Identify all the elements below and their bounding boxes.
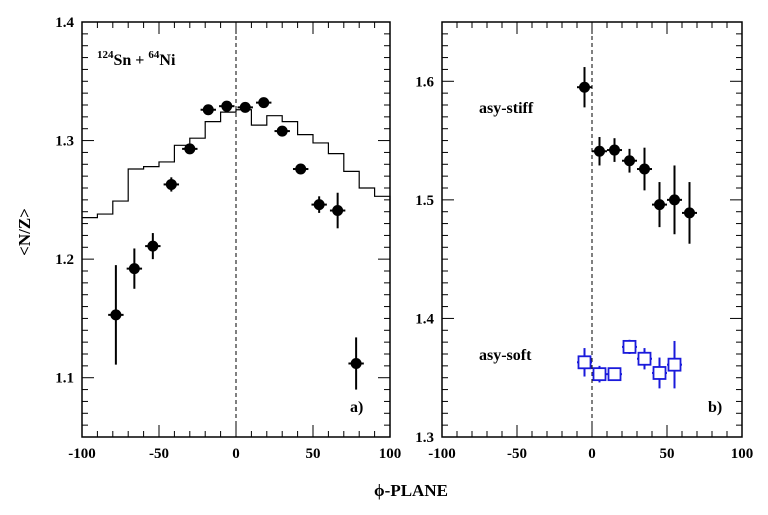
panel-a: -100 -50 0 50 100 1.1 1.2 1.3 1.4 (55, 15, 401, 462)
reaction-element-1: Sn (114, 52, 132, 69)
x-tick-label: 100 (379, 446, 402, 462)
y-tick-label: 1.1 (55, 371, 74, 387)
x-tick-label: 100 (731, 446, 754, 462)
data-point (258, 97, 270, 109)
y-tick-label: 1.3 (55, 134, 74, 150)
y-tick-label: 1.4 (55, 15, 74, 31)
data-point-square (622, 339, 637, 354)
reaction-mass-1: 124 (97, 49, 114, 61)
reaction-element-2: Ni (159, 52, 176, 69)
data-point-square (637, 351, 652, 366)
y-axis-label: <N/Z> (15, 208, 34, 256)
legend-asy-soft: asy-soft (479, 347, 532, 364)
reaction-label: 124Sn + 64Ni (97, 49, 176, 69)
data-point-square (652, 366, 667, 380)
data-point (579, 81, 590, 93)
data-point (654, 199, 665, 211)
panel-b: -100 -50 0 50 100 1.3 1.4 1.5 1.6 (415, 21, 754, 462)
data-point (609, 144, 620, 156)
data-point (165, 178, 177, 190)
data-point (221, 100, 233, 112)
data-point (669, 194, 680, 206)
data-point (147, 240, 159, 252)
x-tick-label: -50 (149, 446, 169, 462)
data-point-square (667, 357, 682, 372)
data-point (184, 143, 196, 155)
data-point (639, 163, 650, 175)
x-tick-label: -100 (428, 446, 456, 462)
data-point-square (592, 367, 607, 382)
data-point (684, 207, 695, 219)
data-point (332, 205, 344, 217)
y-tick-label: 1.6 (415, 74, 434, 90)
x-tick-label: 0 (588, 446, 596, 462)
model-histogram-line (82, 109, 391, 221)
data-point (239, 101, 251, 113)
x-tick-label: 50 (660, 446, 675, 462)
data-point (313, 199, 325, 211)
x-tick-label: -100 (68, 446, 96, 462)
x-tick-label: -50 (507, 446, 527, 462)
y-tick-label: 1.2 (55, 252, 74, 268)
data-point (110, 309, 122, 321)
x-tick-label: 0 (232, 446, 240, 462)
y-tick-label: 1.4 (415, 311, 434, 327)
x-tick-label: 50 (306, 446, 321, 462)
reaction-mass-2: 64 (148, 49, 160, 61)
y-tick-label: 1.3 (415, 430, 434, 446)
data-point-square (607, 367, 622, 382)
data-point (350, 357, 362, 369)
panel-b-label: b) (708, 399, 722, 416)
data-point (594, 145, 605, 157)
x-axis-label: ϕ-PLANE (374, 481, 448, 500)
data-point (624, 155, 635, 167)
reaction-plus: + (131, 52, 148, 69)
panel-a-label: a) (350, 399, 363, 416)
data-point-square (577, 355, 592, 370)
legend-asy-stiff: asy-stiff (479, 100, 534, 117)
y-tick-label: 1.5 (415, 193, 434, 209)
data-point (295, 163, 307, 175)
data-point (128, 263, 140, 275)
data-point (276, 125, 288, 137)
data-point (202, 104, 214, 116)
